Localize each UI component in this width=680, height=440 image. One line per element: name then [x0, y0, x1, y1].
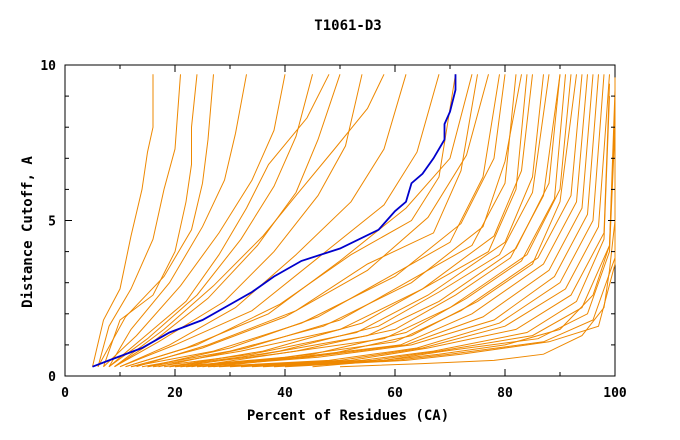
series-line-39: [202, 74, 566, 368]
series-line-28: [251, 108, 616, 368]
series-line-25: [218, 74, 610, 368]
series-line-17: [152, 74, 544, 368]
series-line-38: [191, 74, 561, 368]
highlight-series-line: [92, 74, 457, 368]
series-line-6: [103, 74, 286, 368]
series-line-44: [114, 74, 385, 368]
series-line-4: [97, 74, 214, 367]
x-tick-label: 0: [61, 386, 69, 401]
series-line-27: [240, 96, 610, 368]
x-tick-label: 80: [497, 386, 513, 401]
series-line-31: [284, 164, 616, 368]
series-line-7: [108, 74, 313, 368]
series-line-13: [130, 74, 489, 368]
series-layer: [92, 74, 616, 368]
axis-ticks: 0 20 40 60 80 100 0 5 10: [40, 59, 627, 401]
series-line-32: [125, 74, 456, 368]
x-tick-label: 60: [387, 386, 403, 401]
highlight-layer: [92, 74, 457, 368]
series-line-33: [136, 74, 478, 368]
y-tick-label: 10: [40, 59, 56, 74]
series-line-24: [207, 74, 605, 368]
series-line-37: [180, 74, 550, 368]
series-line-5: [108, 74, 247, 367]
series-line-40: [213, 74, 577, 368]
series-line-20: [174, 74, 583, 368]
series-line-9: [114, 74, 363, 368]
x-tick-label: 100: [603, 386, 627, 401]
series-line-2: [97, 74, 181, 367]
y-tick-label: 0: [48, 370, 56, 385]
series-line-42: [312, 89, 616, 368]
series-line-36: [169, 74, 528, 368]
series-line-43: [108, 74, 330, 368]
chart-title: T1061-D3: [314, 18, 381, 34]
series-line-3: [103, 74, 198, 367]
x-axis-label: Percent of Residues (CA): [247, 408, 449, 424]
x-tick-label: 20: [167, 386, 183, 401]
x-tick-label: 40: [277, 386, 293, 401]
series-line-11: [119, 74, 440, 368]
series-line-41: [339, 77, 616, 368]
series-line-35: [158, 74, 517, 368]
series-line-10: [119, 74, 407, 368]
series-line-1: [92, 74, 154, 367]
y-tick-label: 5: [48, 215, 56, 230]
series-line-14: [130, 74, 506, 368]
series-line-22: [185, 74, 594, 368]
series-line-34: [147, 74, 500, 368]
series-line-23: [196, 74, 599, 368]
y-axis-label: Distance Cutoff, A: [20, 156, 36, 308]
